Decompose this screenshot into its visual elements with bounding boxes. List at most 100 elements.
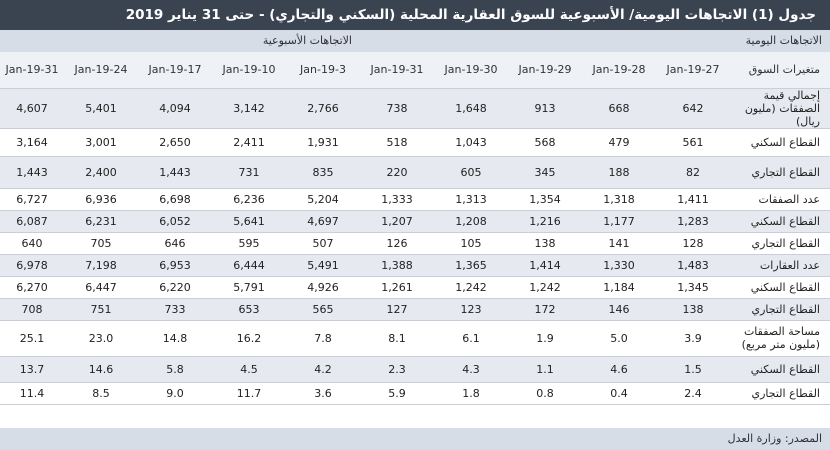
source-bar: المصدر: وزارة العدل [0, 428, 830, 450]
table-cell: 705 [64, 232, 138, 255]
table-cell: 6,444 [212, 254, 286, 277]
table-cell: 4,697 [286, 210, 360, 233]
row-label: القطاع السكني [730, 356, 830, 383]
table-cell: 1,177 [582, 210, 656, 233]
table-cell: 11.4 [0, 382, 64, 405]
table-cell: 646 [138, 232, 212, 255]
table-cell: 653 [212, 298, 286, 321]
row-label: عدد العقارات [730, 254, 830, 277]
table-cell: 913 [508, 88, 582, 129]
table-cell: 188 [582, 156, 656, 189]
daily-trends-label: الاتجاهات اليومية [745, 34, 822, 47]
table-cell: 1,330 [582, 254, 656, 277]
table-cell: 126 [360, 232, 434, 255]
table-row: القطاع السكني 1,345 1,184 1,242 1,242 1,261 4,… [0, 276, 830, 299]
table-cell: 640 [0, 232, 64, 255]
table-row: إجمالي قيمة الصفقات (مليون ريال) 642 668 91… [0, 88, 830, 129]
section-header-bar: الاتجاهات اليومية الاتجاهات الأسبوعية [0, 30, 830, 52]
table-cell: 127 [360, 298, 434, 321]
table-cell: 6,220 [138, 276, 212, 299]
table-cell: 5,401 [64, 88, 138, 129]
table-cell: 507 [286, 232, 360, 255]
table-cell: 6,087 [0, 210, 64, 233]
table-cell: 13.7 [0, 356, 64, 383]
table-cell: 4,094 [138, 88, 212, 129]
market-data-table: متغيرات السوق 27-Jan-19 28-Jan-19 29-Jan… [0, 52, 830, 405]
table-cell: 6,936 [64, 188, 138, 211]
table-cell: 1,333 [360, 188, 434, 211]
table-cell: 5,204 [286, 188, 360, 211]
table-cell: 479 [582, 128, 656, 157]
table-cell: 8.1 [360, 320, 434, 357]
table-cell: 6,698 [138, 188, 212, 211]
row-label: القطاع التجاري [730, 298, 830, 321]
table-cell: 82 [656, 156, 730, 189]
table-cell: 14.8 [138, 320, 212, 357]
row-label: عدد الصفقات [730, 188, 830, 211]
table-cell: 708 [0, 298, 64, 321]
table-cell: 2,411 [212, 128, 286, 157]
table-cell: 1,283 [656, 210, 730, 233]
table-row: القطاع التجاري 138 146 172 123 127 565 653 733 75… [0, 298, 830, 321]
table-cell: 7,198 [64, 254, 138, 277]
table-cell: 220 [360, 156, 434, 189]
row-label: القطاع السكني [730, 276, 830, 299]
table-cell: 751 [64, 298, 138, 321]
table-cell: 1,354 [508, 188, 582, 211]
table-cell: 1,414 [508, 254, 582, 277]
table-cell: 141 [582, 232, 656, 255]
table-cell: 128 [656, 232, 730, 255]
row-label: القطاع التجاري [730, 382, 830, 405]
column-header-date: 17-Jan-19 [138, 52, 212, 89]
table-cell: 11.7 [212, 382, 286, 405]
row-label: القطاع التجاري [730, 156, 830, 189]
table-row: القطاع السكني 561 479 568 1,043 518 1,931 2,411… [0, 128, 830, 157]
table-cell: 6,978 [0, 254, 64, 277]
table-cell: 2.4 [656, 382, 730, 405]
table-cell: 3,142 [212, 88, 286, 129]
table-cell: 6,236 [212, 188, 286, 211]
table-cell: 2,400 [64, 156, 138, 189]
table-cell: 14.6 [64, 356, 138, 383]
table-cell: 2.3 [360, 356, 434, 383]
table-row: القطاع السكني 1,283 1,177 1,216 1,208 1,207 4,… [0, 210, 830, 233]
table-cell: 642 [656, 88, 730, 129]
table-cell: 731 [212, 156, 286, 189]
table-cell: 123 [434, 298, 508, 321]
table-cell: 561 [656, 128, 730, 157]
table-cell: 1,208 [434, 210, 508, 233]
table-cell: 172 [508, 298, 582, 321]
table-cell: 5.8 [138, 356, 212, 383]
table-cell: 595 [212, 232, 286, 255]
table-cell: 733 [138, 298, 212, 321]
column-header-date: 31-Jan-19 [360, 52, 434, 89]
table-cell: 105 [434, 232, 508, 255]
column-header-market-variables: متغيرات السوق [730, 52, 830, 89]
table-cell: 3,001 [64, 128, 138, 157]
header-row: متغيرات السوق 27-Jan-19 28-Jan-19 29-Jan… [0, 52, 830, 89]
table-cell: 1,313 [434, 188, 508, 211]
table-title: جدول (1) الاتجاهات اليومية/ الأسبوعية لل… [0, 0, 830, 30]
table-cell: 1,648 [434, 88, 508, 129]
table-cell: 5.0 [582, 320, 656, 357]
table-cell: 4.5 [212, 356, 286, 383]
table-cell: 1,931 [286, 128, 360, 157]
table-cell: 5,791 [212, 276, 286, 299]
table-cell: 6,447 [64, 276, 138, 299]
table-cell: 23.0 [64, 320, 138, 357]
table-cell: 6,270 [0, 276, 64, 299]
table-cell: 668 [582, 88, 656, 129]
table-row: القطاع التجاري 2.4 0.4 0.8 1.8 5.9 3.6 11.7 9.0 8… [0, 382, 830, 405]
table-cell: 565 [286, 298, 360, 321]
table-cell: 1.8 [434, 382, 508, 405]
table-cell: 4.2 [286, 356, 360, 383]
column-header-date: 28-Jan-19 [582, 52, 656, 89]
row-label: إجمالي قيمة الصفقات (مليون ريال) [730, 88, 830, 129]
table-cell: 4.3 [434, 356, 508, 383]
table-row: القطاع التجاري 128 141 138 105 126 507 595 646 70… [0, 232, 830, 255]
table-cell: 1,207 [360, 210, 434, 233]
table-cell: 518 [360, 128, 434, 157]
table-cell: 138 [508, 232, 582, 255]
column-header-date: 30-Jan-19 [434, 52, 508, 89]
